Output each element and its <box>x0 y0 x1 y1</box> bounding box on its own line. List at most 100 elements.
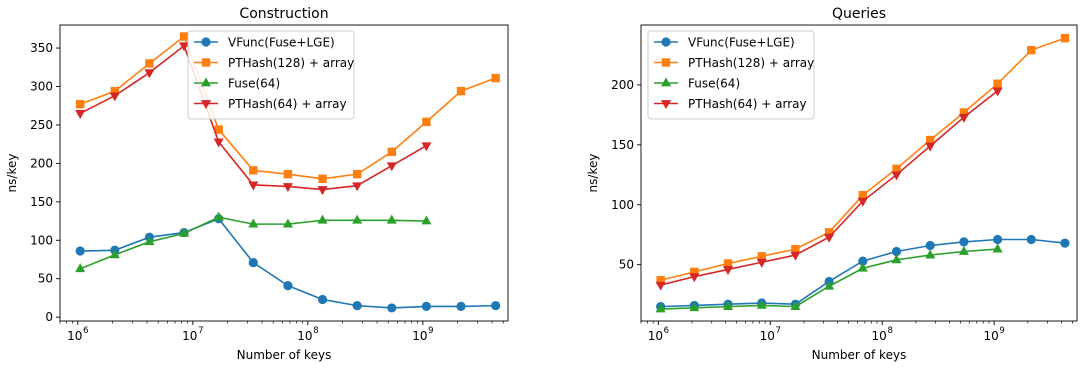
data-point <box>144 236 155 246</box>
data-point <box>656 276 665 285</box>
series-line <box>80 217 496 309</box>
legend-label: PTHash(64) + array <box>688 97 807 111</box>
data-point <box>925 142 936 152</box>
series-4 <box>75 42 432 196</box>
x-axis-label: Number of keys <box>812 348 907 362</box>
data-point <box>791 244 800 254</box>
x-tick-label: 10 <box>648 329 663 343</box>
series-1 <box>656 234 1070 312</box>
legend-label: PTHash(128) + array <box>228 56 354 70</box>
x-axis-label: Number of keys <box>237 348 332 362</box>
data-point <box>421 301 432 311</box>
data-point <box>992 243 1003 253</box>
data-point <box>283 169 293 179</box>
data-point <box>722 266 734 276</box>
data-point <box>422 117 431 127</box>
plot-frame <box>59 24 509 322</box>
series-2 <box>656 33 1070 285</box>
data-point <box>386 214 397 224</box>
plot-frame <box>640 24 1078 322</box>
data-point <box>421 142 432 152</box>
x-tick-exponent: 8 <box>887 326 892 336</box>
data-point <box>75 99 85 109</box>
data-point <box>110 86 120 96</box>
data-point <box>248 257 258 268</box>
data-point <box>690 267 699 277</box>
legend-marker <box>200 77 212 87</box>
legend-entry: Fuse(64) <box>194 77 280 91</box>
data-point <box>757 252 766 261</box>
x-tick-exponent: 6 <box>83 326 88 336</box>
data-point <box>352 214 363 224</box>
data-point <box>891 246 902 257</box>
x-tick-label: 10 <box>983 329 998 343</box>
data-point <box>655 303 666 313</box>
data-point <box>1060 33 1070 43</box>
data-point <box>249 166 258 175</box>
legend-entry: VFunc(Fuse+LGE) <box>194 36 335 50</box>
data-point <box>456 301 466 311</box>
series-2 <box>75 32 500 183</box>
data-point <box>387 147 396 157</box>
x-tick-exponent: 7 <box>776 326 781 336</box>
data-point <box>925 240 935 251</box>
data-point <box>317 186 328 196</box>
data-point <box>282 218 293 228</box>
x-tick-label: 10 <box>297 329 312 343</box>
series-3 <box>655 243 1003 313</box>
series-line <box>660 238 1066 308</box>
data-point <box>723 259 733 268</box>
x-tick-label: 10 <box>182 329 197 343</box>
data-point <box>857 262 868 272</box>
legend-marker <box>660 77 672 87</box>
x-tick-exponent: 9 <box>428 326 433 336</box>
y-axis-label: ns/key <box>5 154 19 193</box>
legend-label: VFunc(Fuse+LGE) <box>228 36 335 50</box>
y-axis-label: ns/key <box>586 154 600 193</box>
data-point <box>352 169 362 179</box>
legend-marker <box>661 58 671 67</box>
data-point <box>992 234 1003 245</box>
legend-entry: Fuse(64) <box>654 77 740 91</box>
data-point <box>1026 234 1036 245</box>
x-tick-label: 10 <box>67 329 82 343</box>
x-tick-label: 10 <box>872 329 887 343</box>
legend-label: PTHash(128) + array <box>688 56 814 70</box>
legend-marker <box>200 100 212 110</box>
data-point <box>179 42 190 52</box>
data-point <box>491 73 500 83</box>
data-point <box>421 215 432 225</box>
y-tick-label: 300 <box>30 80 53 94</box>
y-tick-label: 250 <box>30 118 53 132</box>
legend-box <box>187 30 355 120</box>
data-point <box>317 294 328 305</box>
data-point <box>858 190 868 200</box>
data-point <box>1027 45 1036 55</box>
data-point <box>722 301 734 310</box>
data-point <box>75 263 86 273</box>
y-tick-label: 150 <box>611 138 634 152</box>
data-point <box>891 254 902 264</box>
data-point <box>790 251 801 261</box>
legend: VFunc(Fuse+LGE) PTHash(128) + array Fuse(6… <box>187 30 355 120</box>
data-point <box>993 79 1002 88</box>
data-point <box>179 227 190 237</box>
data-point <box>655 281 666 291</box>
data-point <box>891 171 902 181</box>
y-tick-label: 50 <box>619 258 634 272</box>
data-point <box>959 237 969 247</box>
x-tick-exponent: 8 <box>313 326 318 336</box>
legend-marker <box>661 37 671 47</box>
data-point <box>992 87 1003 97</box>
data-point <box>317 214 328 224</box>
data-point <box>387 303 397 313</box>
data-point <box>248 218 259 228</box>
data-point <box>824 280 835 290</box>
data-point <box>491 301 501 311</box>
legend-entry: PTHash(128) + array <box>194 56 354 70</box>
y-tick-label: 100 <box>30 233 53 247</box>
series-4 <box>655 87 1003 291</box>
chart-title: Construction <box>239 6 328 22</box>
data-point <box>386 162 397 172</box>
